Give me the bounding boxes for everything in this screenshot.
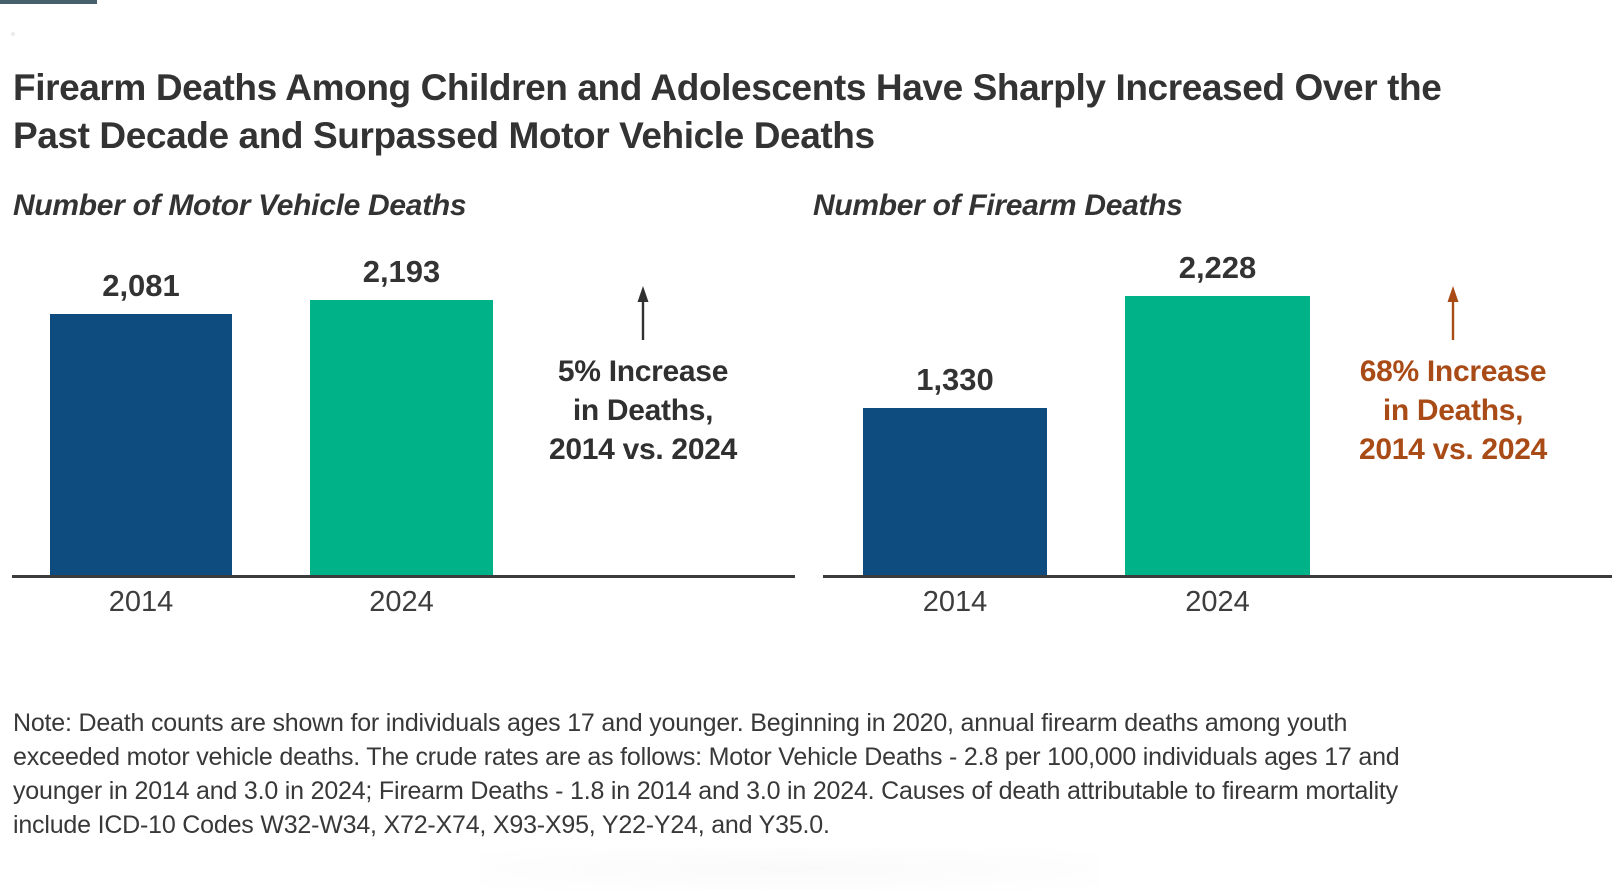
x-tick-motor-2014: 2014 xyxy=(108,586,174,618)
annotation-motor-increase: 5% Increase in Deaths, 2014 vs. 2024 xyxy=(493,286,793,469)
annotation-line: in Deaths, xyxy=(572,394,714,427)
annotation-firearm-increase: 68% Increase in Deaths, 2014 vs. 2024 xyxy=(1303,286,1603,469)
x-tick-firearm-2024: 2024 xyxy=(1185,586,1250,618)
footnote-line: exceeded motor vehicle deaths. The crude… xyxy=(13,743,1400,771)
up-arrow-icon xyxy=(637,286,649,340)
bar-group-motor-2014: 2,081 xyxy=(50,268,232,575)
x-tick-firearm-2014: 2014 xyxy=(922,586,988,618)
subtitle-motor-vehicle: Number of Motor Vehicle Deaths xyxy=(13,189,467,222)
bar-value-label: 2,228 xyxy=(1178,250,1257,285)
annotation-line: 5% Increase xyxy=(557,355,729,388)
faint-dot xyxy=(11,32,15,36)
bar-group-motor-2024: 2,193 xyxy=(310,254,493,575)
footnote: Note: Death counts are shown for individ… xyxy=(13,706,1400,842)
watermark-smudge xyxy=(480,848,1100,890)
bar-firearm-2014 xyxy=(863,408,1047,575)
subtitle-firearm: Number of Firearm Deaths xyxy=(813,189,1183,222)
bar-value-label: 2,081 xyxy=(102,268,180,303)
annotation-line: in Deaths, xyxy=(1382,394,1524,427)
x-tick-motor-2024: 2024 xyxy=(369,586,434,618)
annotation-line: 2014 vs. 2024 xyxy=(549,433,737,466)
bar-motor-2014 xyxy=(50,314,232,575)
bar-value-label: 1,330 xyxy=(916,362,994,397)
chart-title-line2: Past Decade and Surpassed Motor Vehicle … xyxy=(13,115,875,156)
top-accent-bar xyxy=(0,0,97,4)
footnote-line: Note: Death counts are shown for individ… xyxy=(13,709,1348,737)
chart-title: Firearm Deaths Among Children and Adoles… xyxy=(13,64,1593,160)
chart-title-line1: Firearm Deaths Among Children and Adoles… xyxy=(13,67,1442,108)
bar-firearm-2024 xyxy=(1125,296,1310,575)
up-arrow-icon xyxy=(1447,286,1459,340)
annotation-line: 68% Increase xyxy=(1359,355,1547,388)
bar-value-label: 2,193 xyxy=(362,254,441,289)
footnote-line: include ICD-10 Codes W32-W34, X72-X74, X… xyxy=(13,811,830,839)
footnote-line: younger in 2014 and 3.0 in 2024; Firearm… xyxy=(13,777,1398,805)
annotation-line: 2014 vs. 2024 xyxy=(1359,433,1547,466)
bar-group-firearm-2014: 1,330 xyxy=(863,362,1047,575)
x-axis-motor xyxy=(12,575,795,578)
bar-motor-2024 xyxy=(310,300,493,575)
x-axis-firearm xyxy=(823,575,1612,578)
bar-group-firearm-2024: 2,228 xyxy=(1125,250,1310,575)
